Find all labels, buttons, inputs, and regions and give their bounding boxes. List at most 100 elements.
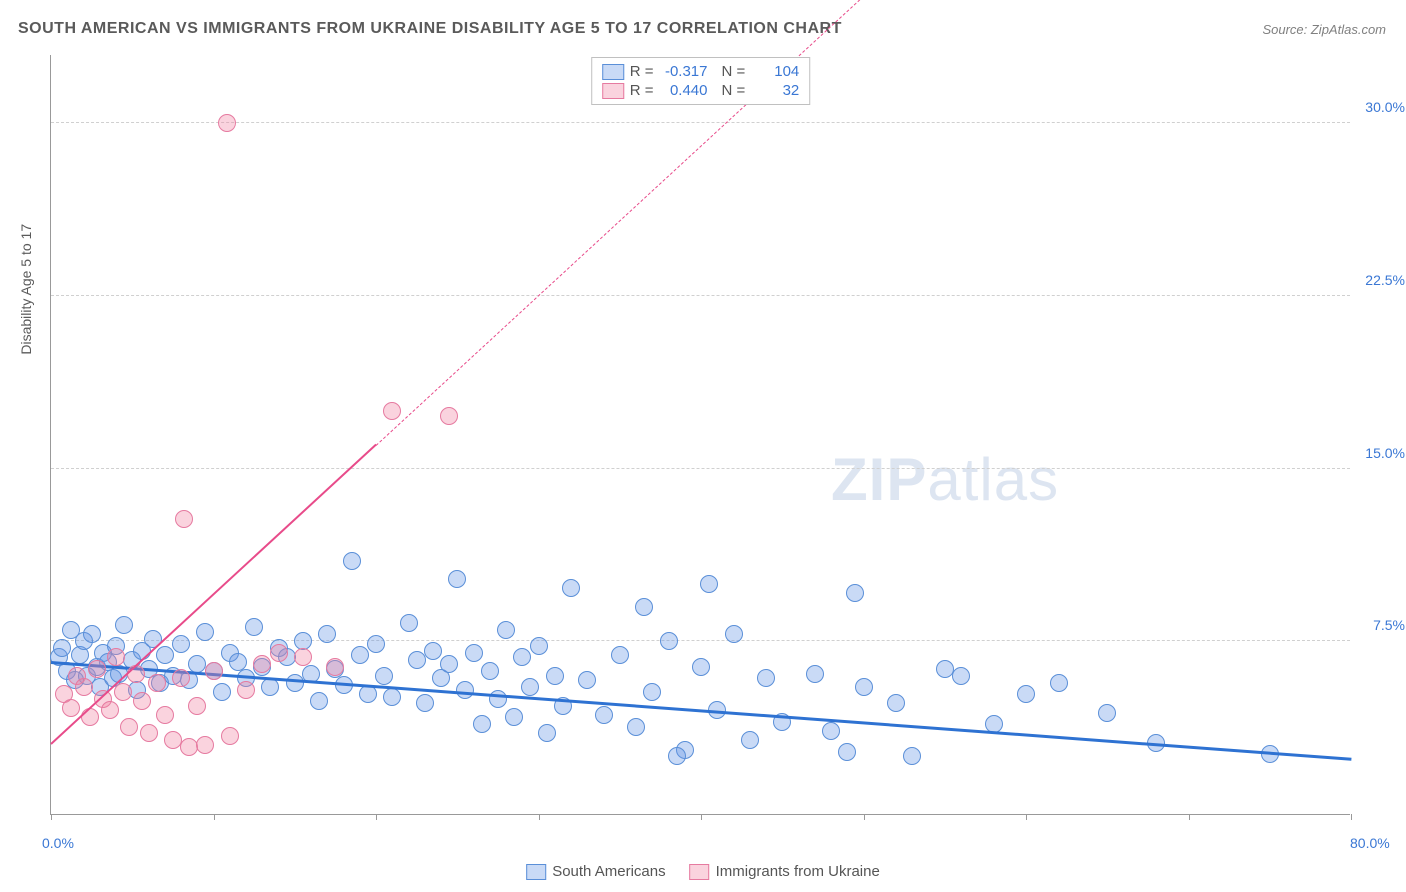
data-point bbox=[846, 584, 864, 602]
data-point bbox=[473, 715, 491, 733]
chart-title: SOUTH AMERICAN VS IMMIGRANTS FROM UKRAIN… bbox=[18, 20, 842, 38]
data-point bbox=[310, 692, 328, 710]
x-tick bbox=[1351, 814, 1352, 820]
data-point bbox=[887, 694, 905, 712]
data-point bbox=[213, 683, 231, 701]
data-point bbox=[367, 635, 385, 653]
source-label: Source: ZipAtlas.com bbox=[1262, 22, 1386, 37]
data-point bbox=[635, 598, 653, 616]
data-point bbox=[148, 674, 166, 692]
gridline bbox=[51, 468, 1350, 469]
data-point bbox=[114, 683, 132, 701]
plot-area: R =-0.317N =104R =0.440N =32 ZIPatlas 7.… bbox=[50, 55, 1350, 815]
x-tick bbox=[1026, 814, 1027, 820]
data-point bbox=[221, 727, 239, 745]
legend-swatch bbox=[602, 83, 624, 99]
legend-n-value: 104 bbox=[751, 63, 799, 80]
gridline bbox=[51, 295, 1350, 296]
data-point bbox=[489, 690, 507, 708]
legend-swatch bbox=[526, 864, 546, 880]
data-point bbox=[668, 747, 686, 765]
legend-n-value: 32 bbox=[751, 82, 799, 99]
data-point bbox=[530, 637, 548, 655]
x-tick bbox=[1189, 814, 1190, 820]
data-point bbox=[855, 678, 873, 696]
data-point bbox=[180, 738, 198, 756]
data-point bbox=[595, 706, 613, 724]
legend-stat-row: R =0.440N =32 bbox=[602, 81, 800, 100]
data-point bbox=[83, 625, 101, 643]
legend-series-name: South Americans bbox=[552, 863, 665, 880]
data-point bbox=[237, 681, 255, 699]
data-point bbox=[505, 708, 523, 726]
data-point bbox=[318, 625, 336, 643]
data-point bbox=[903, 747, 921, 765]
data-point bbox=[205, 662, 223, 680]
data-point bbox=[660, 632, 678, 650]
data-point bbox=[133, 692, 151, 710]
legend-r-value: -0.317 bbox=[660, 63, 708, 80]
legend-n-label: N = bbox=[722, 63, 746, 80]
data-point bbox=[1098, 704, 1116, 722]
legend-r-label: R = bbox=[630, 82, 654, 99]
x-tick bbox=[539, 814, 540, 820]
data-point bbox=[838, 743, 856, 761]
data-point bbox=[196, 623, 214, 641]
data-point bbox=[175, 510, 193, 528]
data-point bbox=[1017, 685, 1035, 703]
data-point bbox=[172, 669, 190, 687]
data-point bbox=[416, 694, 434, 712]
data-point bbox=[546, 667, 564, 685]
y-tick-label: 15.0% bbox=[1365, 445, 1405, 461]
data-point bbox=[375, 667, 393, 685]
x-tick bbox=[864, 814, 865, 820]
data-point bbox=[156, 646, 174, 664]
legend-n-label: N = bbox=[722, 82, 746, 99]
data-point bbox=[88, 660, 106, 678]
data-point bbox=[107, 648, 125, 666]
y-tick-label: 7.5% bbox=[1373, 617, 1405, 633]
watermark: ZIPatlas bbox=[831, 445, 1059, 514]
data-point bbox=[700, 575, 718, 593]
data-point bbox=[578, 671, 596, 689]
legend-swatch bbox=[602, 64, 624, 80]
data-point bbox=[440, 407, 458, 425]
data-point bbox=[261, 678, 279, 696]
data-point bbox=[408, 651, 426, 669]
data-point bbox=[465, 644, 483, 662]
data-point bbox=[952, 667, 970, 685]
data-point bbox=[245, 618, 263, 636]
data-point bbox=[351, 646, 369, 664]
data-point bbox=[286, 674, 304, 692]
data-point bbox=[101, 701, 119, 719]
data-point bbox=[497, 621, 515, 639]
x-tick-label: 0.0% bbox=[42, 835, 74, 851]
data-point bbox=[643, 683, 661, 701]
y-axis-label: Disability Age 5 to 17 bbox=[18, 224, 34, 355]
data-point bbox=[538, 724, 556, 742]
stats-legend: R =-0.317N =104R =0.440N =32 bbox=[591, 57, 811, 105]
data-point bbox=[692, 658, 710, 676]
data-point bbox=[144, 630, 162, 648]
gridline bbox=[51, 640, 1350, 641]
data-point bbox=[725, 625, 743, 643]
legend-series-name: Immigrants from Ukraine bbox=[716, 863, 880, 880]
data-point bbox=[294, 648, 312, 666]
trend-line bbox=[51, 661, 1351, 761]
gridline bbox=[51, 122, 1350, 123]
data-point bbox=[521, 678, 539, 696]
legend-item: Immigrants from Ukraine bbox=[690, 863, 880, 880]
data-point bbox=[75, 678, 93, 696]
data-point bbox=[270, 644, 288, 662]
data-point bbox=[53, 639, 71, 657]
data-point bbox=[627, 718, 645, 736]
data-point bbox=[383, 688, 401, 706]
data-point bbox=[440, 655, 458, 673]
data-point bbox=[822, 722, 840, 740]
data-point bbox=[741, 731, 759, 749]
data-point bbox=[513, 648, 531, 666]
legend-stat-row: R =-0.317N =104 bbox=[602, 62, 800, 81]
x-tick bbox=[701, 814, 702, 820]
data-point bbox=[481, 662, 499, 680]
x-tick bbox=[214, 814, 215, 820]
